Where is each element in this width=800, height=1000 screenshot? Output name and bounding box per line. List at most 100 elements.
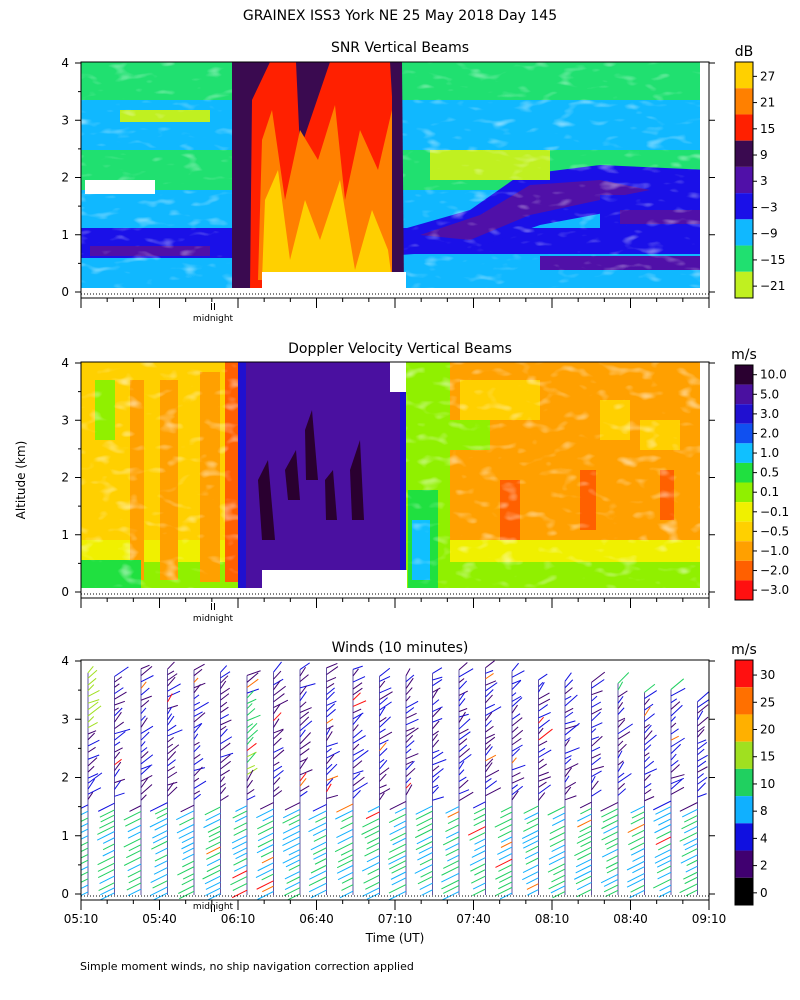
wind-barb xyxy=(193,780,207,789)
wind-barb xyxy=(697,748,705,756)
wind-barb xyxy=(273,729,284,740)
wind-barb xyxy=(432,699,440,706)
wind-barb xyxy=(441,872,460,883)
wind-barb xyxy=(232,841,248,850)
wind-barb xyxy=(458,744,468,753)
wind-barb xyxy=(458,713,469,718)
wind-barb xyxy=(81,835,89,840)
wind-barb xyxy=(458,678,465,683)
wind-barb xyxy=(273,661,282,673)
wind-barb xyxy=(485,694,493,704)
wind-barb xyxy=(606,866,619,874)
wind-barb xyxy=(114,758,122,766)
wind-barb xyxy=(389,843,407,853)
wind-barb xyxy=(352,776,365,787)
wind-barb xyxy=(405,767,416,778)
wind-barb xyxy=(220,714,229,720)
wind-barb xyxy=(246,698,257,704)
wind-barb xyxy=(405,735,414,743)
wind-barb xyxy=(579,801,592,809)
wind-barb xyxy=(670,735,679,741)
wind-barb xyxy=(282,842,301,852)
wind-barb xyxy=(341,877,354,884)
wind-barb xyxy=(193,668,203,677)
wind-barb xyxy=(140,741,146,747)
wind-barb xyxy=(524,812,539,821)
wind-barb xyxy=(352,665,363,670)
wind-barb xyxy=(445,831,460,839)
wind-barb xyxy=(617,743,627,753)
wind-barb xyxy=(499,892,513,900)
wind-barb xyxy=(140,707,147,715)
wind-barb xyxy=(220,693,230,701)
wind-barb xyxy=(299,790,308,797)
wind-barb xyxy=(193,701,209,712)
wind-barb xyxy=(204,806,221,816)
wind-barb xyxy=(379,701,392,711)
wind-barb xyxy=(182,847,195,854)
wind-barb xyxy=(626,860,645,871)
wind-barb xyxy=(114,691,127,700)
wind-barb xyxy=(405,700,419,709)
wind-barb xyxy=(495,858,513,868)
wind-barb xyxy=(415,840,433,851)
wind-barb xyxy=(511,695,522,702)
wind-barb xyxy=(600,801,619,812)
wind-barb xyxy=(617,740,624,747)
wind-barb xyxy=(102,849,115,857)
wind-barb xyxy=(235,805,248,812)
wind-barb xyxy=(551,844,566,853)
wind-barb xyxy=(259,802,274,810)
colorbar-tick-label: 3.0 xyxy=(760,407,779,421)
wind-barb xyxy=(256,808,274,819)
wind-barb xyxy=(299,707,312,713)
wind-barb xyxy=(432,688,439,699)
wind-barb xyxy=(285,859,301,868)
wind-barb xyxy=(697,760,707,768)
wind-barb xyxy=(419,882,433,890)
wind-barb xyxy=(499,875,513,883)
wind-barb xyxy=(405,727,419,737)
wind-barb xyxy=(326,691,335,701)
wind-barb xyxy=(485,670,494,674)
colorbar-swatch xyxy=(735,502,753,522)
wind-barb xyxy=(140,715,146,722)
wind-barb xyxy=(140,775,153,782)
wind-barb xyxy=(114,676,123,683)
wind-barb xyxy=(140,754,154,765)
wind-barb xyxy=(87,792,94,800)
wind-barb xyxy=(149,802,168,812)
wind-barb xyxy=(87,716,95,723)
wind-barb xyxy=(231,835,248,844)
colorbar-tick-label: −1.0 xyxy=(760,544,789,558)
wind-barb xyxy=(273,693,285,703)
wind-barb xyxy=(152,880,168,889)
colorbar-unit: m/s xyxy=(731,642,757,658)
wind-barb xyxy=(511,785,524,796)
wind-barb xyxy=(150,873,168,884)
wind-barb xyxy=(485,703,496,710)
wind-barb xyxy=(246,670,261,676)
wind-barb xyxy=(575,875,592,885)
wind-barb xyxy=(538,758,544,764)
wind-barb xyxy=(379,667,391,677)
wind-barb xyxy=(617,723,633,735)
wind-barb xyxy=(458,753,472,764)
wind-barb xyxy=(414,864,433,874)
wind-barb xyxy=(273,786,280,792)
wind-barb xyxy=(549,838,566,847)
wind-barb xyxy=(308,882,327,893)
wind-barb xyxy=(680,854,698,864)
wind-barb xyxy=(579,825,592,833)
wind-barb xyxy=(220,725,227,731)
wind-barb xyxy=(140,747,148,753)
wind-barb xyxy=(405,727,415,732)
wind-barb xyxy=(81,859,89,865)
wind-barb xyxy=(140,675,154,683)
wind-barb xyxy=(498,864,513,872)
wind-barb xyxy=(538,763,547,770)
wind-barb xyxy=(352,735,366,744)
wind-barb xyxy=(683,837,698,846)
wind-barb xyxy=(393,820,407,828)
wind-barb xyxy=(220,719,232,726)
